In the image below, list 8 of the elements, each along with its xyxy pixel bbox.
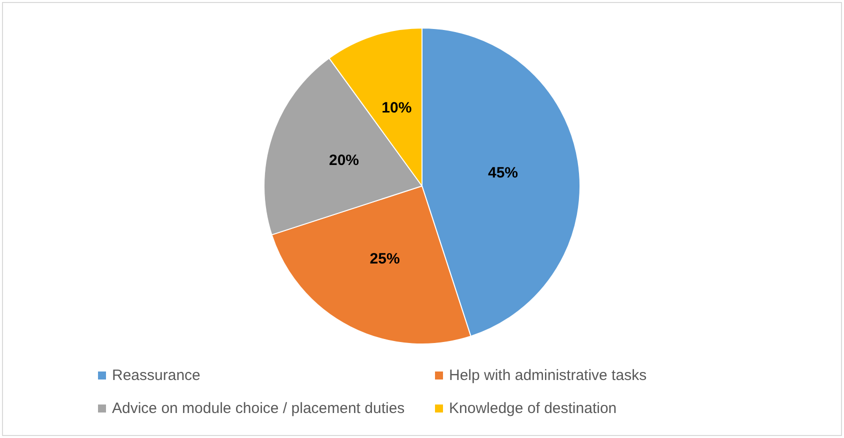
legend-label: Knowledge of destination bbox=[449, 400, 617, 417]
data-label: 25% bbox=[370, 250, 400, 268]
data-label: 45% bbox=[488, 164, 518, 182]
legend-label: Help with administrative tasks bbox=[449, 367, 647, 384]
data-label: 10% bbox=[382, 100, 412, 117]
legend-label: Advice on module choice / placement duties bbox=[112, 400, 405, 417]
data-label: 20% bbox=[329, 152, 360, 170]
legend-label: Reassurance bbox=[112, 367, 200, 384]
